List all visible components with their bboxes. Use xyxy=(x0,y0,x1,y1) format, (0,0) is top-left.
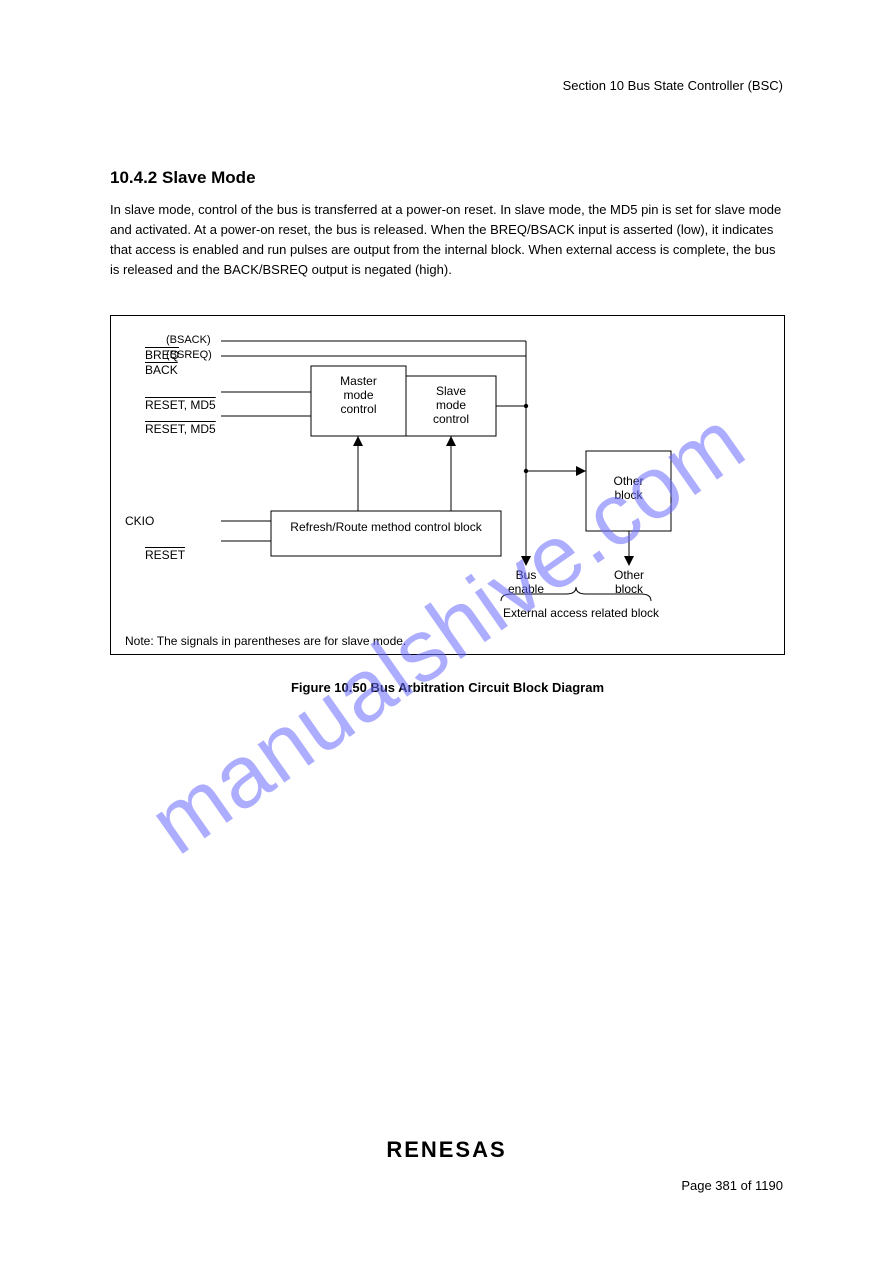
block-route-label: Refresh/Route method control block xyxy=(271,520,501,534)
signal-ckio-label: CKIO xyxy=(125,514,154,528)
page-number: Page 381 of 1190 xyxy=(681,1178,783,1193)
block-slave-label: Slave mode control xyxy=(406,384,496,426)
signal-reset2-label: RESET, MD5 xyxy=(125,408,216,450)
block-diagram xyxy=(111,316,786,656)
block-other-label: Other block xyxy=(586,474,671,502)
renesas-logo: RENESAS xyxy=(386,1137,506,1162)
footer-logo-wrap: RENESAS xyxy=(0,1137,893,1163)
page-header: Section 10 Bus State Controller (BSC) xyxy=(0,78,893,93)
page: manualshive.com Section 10 Bus State Con… xyxy=(0,0,893,1263)
signal-reset3-label: RESET xyxy=(125,534,185,576)
figure-note: Note: The signals in parentheses are for… xyxy=(125,634,406,648)
output-bus-enable-label: Bus enable xyxy=(501,568,551,596)
signal-back-sub: (BSREQ) xyxy=(166,349,212,361)
figure-frame: BREQ (BSACK) BACK (BSREQ) RESET, MD5 RES… xyxy=(110,315,785,655)
section-title: 10.4.2 Slave Mode xyxy=(110,168,256,188)
figure-caption: Figure 10.50 Bus Arbitration Circuit Blo… xyxy=(110,680,785,695)
brace-label: External access related block xyxy=(481,606,681,620)
output-other-label: Other block xyxy=(604,568,654,596)
signal-breq-sub: (BSACK) xyxy=(166,334,211,346)
block-master-label: Master mode control xyxy=(311,374,406,416)
body-paragraph: In slave mode, control of the bus is tra… xyxy=(110,200,785,281)
